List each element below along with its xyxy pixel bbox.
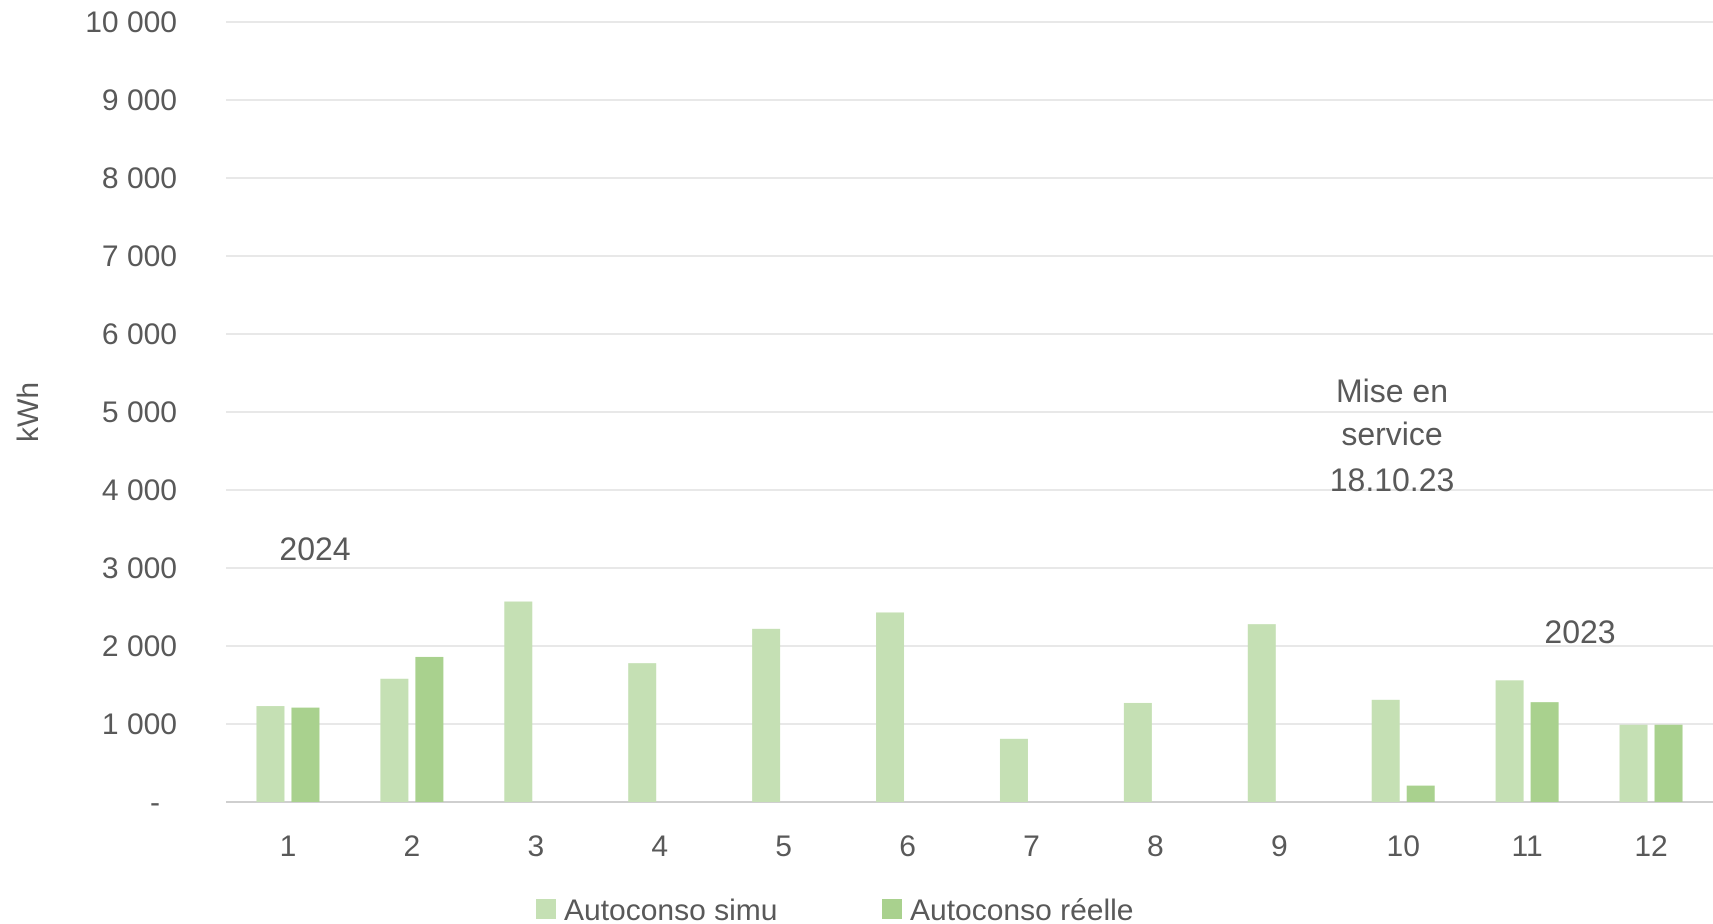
legend-label-simu: Autoconso simu xyxy=(564,894,777,924)
bar-autoconso-simu-9 xyxy=(1247,624,1276,802)
y-tick-label: 4 000 xyxy=(102,474,177,507)
bar-autoconso-simu-4 xyxy=(628,663,657,802)
y-tick-label: 5 000 xyxy=(102,396,177,429)
bar-autoconso-simu-11 xyxy=(1495,680,1524,802)
bar-autoconso-simu-1 xyxy=(256,706,285,802)
annotation-year-2023: 2023 xyxy=(1544,614,1615,650)
bar-autoconso-simu-8 xyxy=(1123,702,1152,802)
y-tick-label: - xyxy=(150,786,160,819)
bar-autoconso-reelle-2 xyxy=(415,656,444,802)
bar-autoconso-reelle-1 xyxy=(291,707,320,802)
bar-autoconso-simu-3 xyxy=(504,601,533,802)
x-tick-label: 9 xyxy=(1271,830,1288,863)
bar-autoconso-reelle-12 xyxy=(1654,724,1683,802)
bar-autoconso-simu-2 xyxy=(380,678,409,802)
bar-autoconso-simu-12 xyxy=(1619,724,1648,802)
bar-autoconso-simu-5 xyxy=(752,628,781,802)
bar-autoconso-reelle-10 xyxy=(1406,785,1435,802)
y-axis-label: kWh xyxy=(12,382,45,442)
annotation-line-3: 18.10.23 xyxy=(1330,462,1455,498)
gridlines xyxy=(226,21,1713,803)
x-tick-label: 2 xyxy=(404,830,421,863)
x-tick-label: 11 xyxy=(1512,830,1543,863)
y-tick-label: 9 000 xyxy=(102,84,177,117)
y-tick-label: 7 000 xyxy=(102,240,177,273)
bar-autoconso-reelle-11 xyxy=(1530,702,1559,802)
y-tick-label: 10 000 xyxy=(85,6,177,39)
y-tick-label: 1 000 xyxy=(102,708,177,741)
annotation-line-1: Mise en xyxy=(1336,373,1448,409)
x-tick-label: 8 xyxy=(1147,830,1164,863)
bar-autoconso-simu-6 xyxy=(876,612,905,802)
x-tick-label: 1 xyxy=(280,830,297,863)
x-tick-label: 10 xyxy=(1387,830,1420,863)
annotation-year-2024: 2024 xyxy=(279,531,350,567)
legend-label-reelle: Autoconso réelle xyxy=(910,894,1133,924)
y-axis-ticks: - 1 000 2 000 3 000 4 000 5 000 6 000 7 000 8 00… xyxy=(85,6,177,819)
annotation-2023: 2023 xyxy=(1544,614,1615,650)
x-tick-label: 5 xyxy=(775,830,792,863)
legend-swatch-reelle xyxy=(882,899,902,919)
y-tick-label: 3 000 xyxy=(102,552,177,585)
x-tick-label: 4 xyxy=(651,830,668,863)
x-tick-label: 3 xyxy=(527,830,544,863)
y-tick-label: 6 000 xyxy=(102,318,177,351)
x-tick-label: 7 xyxy=(1023,830,1040,863)
annotation-line-2: service xyxy=(1341,416,1442,452)
legend-swatch-simu xyxy=(536,899,556,919)
x-tick-label: 12 xyxy=(1634,830,1667,863)
y-tick-label: 8 000 xyxy=(102,162,177,195)
bar-autoconso-simu-7 xyxy=(999,738,1028,802)
x-axis-ticks: 1 2 3 4 5 6 7 8 9 10 11 12 xyxy=(280,830,1668,863)
x-tick-label: 6 xyxy=(899,830,916,863)
annotation-commissioning: Mise en service 18.10.23 xyxy=(1330,373,1455,498)
annotation-2024: 2024 xyxy=(279,531,350,567)
legend: Autoconso simu Autoconso réelle xyxy=(536,894,1133,924)
bar-autoconso-simu-10 xyxy=(1371,699,1400,802)
y-tick-label: 2 000 xyxy=(102,630,177,663)
bars xyxy=(256,601,1683,802)
